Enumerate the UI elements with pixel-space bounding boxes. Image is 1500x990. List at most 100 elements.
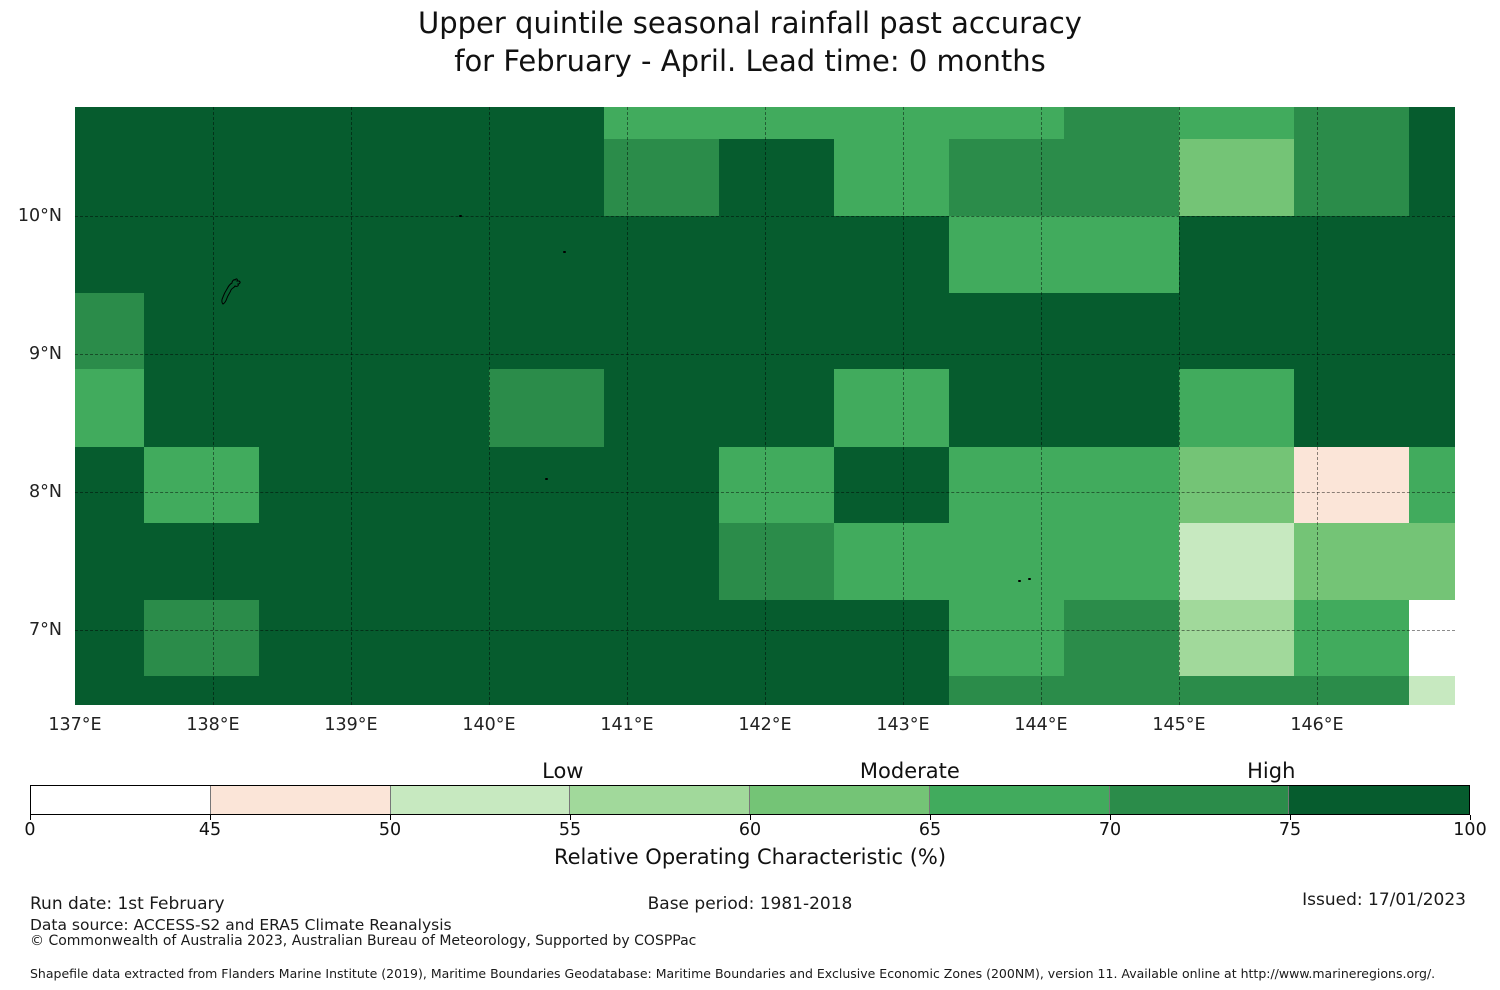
heatmap-cell — [719, 600, 834, 676]
heatmap-cell — [1409, 600, 1455, 676]
colorbar-tick-mark — [570, 815, 571, 820]
heatmap-cell — [834, 107, 949, 139]
colorbar-tick-mark — [930, 815, 931, 820]
heatmap-cell — [1179, 676, 1294, 705]
x-tick-label: 138°E — [186, 715, 240, 735]
colorbar-tick-mark — [1290, 815, 1291, 820]
heatmap-cell — [259, 600, 374, 676]
heatmap-cell — [374, 293, 489, 369]
heatmap-cell — [374, 600, 489, 676]
heatmap-cell — [949, 293, 1064, 369]
heatmap-cell — [1409, 676, 1455, 705]
heatmap-cell — [75, 293, 144, 369]
heatmap-cell — [834, 447, 949, 523]
heatmap-cell — [1294, 139, 1409, 216]
y-tick-label: 10°N — [17, 206, 62, 227]
heatmap-cell — [374, 139, 489, 216]
heatmap-cell — [719, 523, 834, 600]
heatmap-cell — [949, 600, 1064, 676]
heatmap-cell — [604, 216, 719, 293]
heatmap-cell — [374, 216, 489, 293]
colorbar-segment — [750, 786, 930, 814]
islet-dot — [459, 215, 463, 218]
x-tick-label: 144°E — [1014, 715, 1068, 735]
colorbar-tick-label: 100 — [1453, 820, 1487, 840]
heatmap-cell — [489, 216, 604, 293]
chart-title: Upper quintile seasonal rainfall past ac… — [0, 4, 1500, 80]
colorbar-tick-label: 60 — [738, 820, 762, 840]
heatmap-cell — [75, 369, 144, 447]
islet-dot — [1017, 579, 1021, 582]
heatmap-cell — [949, 447, 1064, 523]
heatmap-cell — [834, 293, 949, 369]
heatmap-cell — [604, 369, 719, 447]
colorbar-tick-label: 0 — [24, 820, 36, 840]
meridian-gridline — [351, 107, 352, 705]
heatmap-cell — [259, 293, 374, 369]
x-tick-label: 137°E — [48, 715, 102, 735]
heatmap-cell — [604, 107, 719, 139]
heatmap-cell — [1294, 523, 1409, 600]
heatmap-cell — [1064, 447, 1179, 523]
heatmap-cell — [719, 139, 834, 216]
heatmap-cell — [949, 216, 1064, 293]
heatmap-cell — [489, 107, 604, 139]
heatmap-cell — [1064, 600, 1179, 676]
issued-date-text: Issued: 17/01/2023 — [1302, 890, 1466, 910]
heatmap-cell — [144, 216, 259, 293]
heatmap-cell — [259, 523, 374, 600]
colorbar-tick-mark — [750, 815, 751, 820]
heatmap-cell — [374, 447, 489, 523]
chart-title-line1: Upper quintile seasonal rainfall past ac… — [418, 6, 1082, 40]
heatmap-cell — [144, 676, 259, 705]
heatmap-cell — [1064, 676, 1179, 705]
colorbar-segment — [210, 786, 391, 814]
heatmap-cell — [949, 107, 1064, 139]
meridian-gridline — [213, 107, 214, 705]
colorbar-segment — [570, 786, 750, 814]
data-source-text: Data source: ACCESS-S2 and ERA5 Climate … — [30, 916, 452, 934]
heatmap-cell — [1064, 293, 1179, 369]
heatmap-cell — [1409, 523, 1455, 600]
y-tick-label: 9°N — [29, 344, 62, 365]
x-tick-label: 140°E — [462, 715, 516, 735]
heatmap-cell — [1294, 369, 1409, 447]
heatmap-cell — [489, 600, 604, 676]
heatmap-cell — [949, 139, 1064, 216]
x-tick-label: 142°E — [738, 715, 792, 735]
heatmap-cell — [1294, 600, 1409, 676]
colorbar-category-label: High — [1247, 759, 1296, 783]
heatmap-cell — [489, 293, 604, 369]
meridian-gridline — [765, 107, 766, 705]
colorbar-tick-mark — [1110, 815, 1111, 820]
heatmap-cell — [75, 523, 144, 600]
heatmap-cell — [834, 600, 949, 676]
heatmap-cell — [1294, 216, 1409, 293]
colorbar-category-label: Moderate — [859, 759, 960, 783]
heatmap-cell — [1409, 293, 1455, 369]
colorbar-segment — [1109, 786, 1290, 814]
heatmap-cell — [1064, 369, 1179, 447]
heatmap-cell — [489, 676, 604, 705]
colorbar-segment — [31, 786, 211, 814]
colorbar — [30, 785, 1470, 815]
heatmap-cell — [374, 676, 489, 705]
colorbar-axis-label: Relative Operating Characteristic (%) — [553, 845, 947, 869]
colorbar-tick-label: 70 — [1098, 820, 1122, 840]
heatmap-cell — [1179, 139, 1294, 216]
x-tick-label: 141°E — [600, 715, 654, 735]
heatmap-cell — [834, 523, 949, 600]
heatmap-plot-area — [75, 107, 1455, 705]
heatmap-cell — [144, 293, 259, 369]
heatmap-cell — [259, 447, 374, 523]
heatmap-cell — [489, 139, 604, 216]
colorbar-tick-label: 50 — [378, 820, 402, 840]
heatmap-cell — [1179, 447, 1294, 523]
heatmap-cell — [1064, 107, 1179, 139]
parallel-gridline — [75, 492, 1455, 494]
y-tick-label: 8°N — [29, 482, 62, 503]
heatmap-cell — [834, 676, 949, 705]
heatmap-cell — [75, 447, 144, 523]
heatmap-cell — [834, 216, 949, 293]
